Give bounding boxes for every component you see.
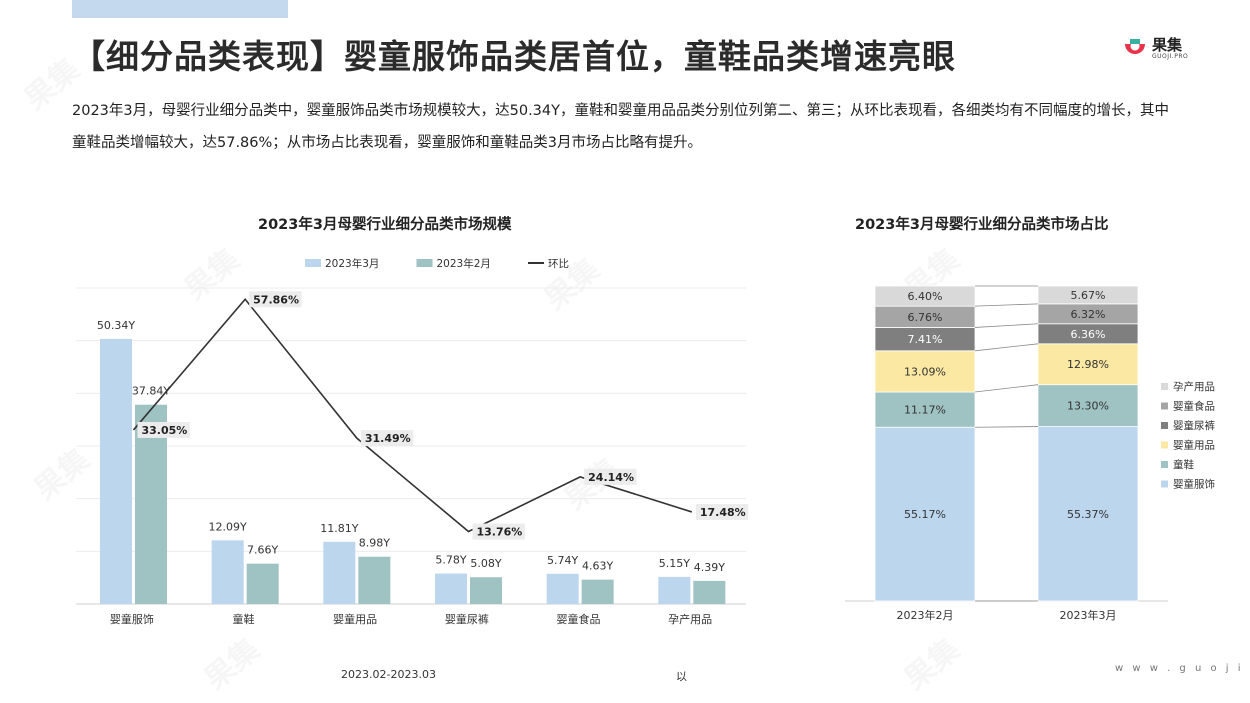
data-label-february: 8.98Y bbox=[359, 537, 390, 550]
growth-label-bg bbox=[472, 523, 525, 540]
legend-label: 2023年2月 bbox=[437, 257, 491, 270]
stack-segment bbox=[1037, 426, 1139, 602]
stack-segment bbox=[1037, 343, 1139, 386]
category-label: 童鞋 bbox=[233, 612, 255, 626]
data-label-february: 7.66Y bbox=[247, 544, 278, 557]
category-label: 婴童食品 bbox=[557, 612, 601, 626]
data-label-february: 5.08Y bbox=[470, 557, 501, 570]
stack-segment bbox=[874, 285, 976, 307]
stack-segment bbox=[874, 350, 976, 393]
growth-label-bg bbox=[137, 421, 190, 438]
bar-march bbox=[100, 338, 132, 604]
segment-label: 6.76% bbox=[908, 311, 943, 324]
growth-label-bg bbox=[695, 503, 749, 520]
data-label-february: 37.84Y bbox=[132, 385, 170, 398]
data-label-february: 4.63Y bbox=[582, 560, 613, 573]
legend-label: 婴童服饰 bbox=[1173, 478, 1215, 491]
data-label-march: 5.78Y bbox=[435, 554, 466, 567]
brand-logo: 果集 GUOJI.PRO bbox=[1122, 34, 1212, 64]
bar-february bbox=[246, 563, 279, 604]
data-label-february: 4.39Y bbox=[694, 561, 725, 574]
legend-label: 2023年3月 bbox=[325, 257, 379, 270]
legend-label: 婴童用品 bbox=[1173, 439, 1215, 452]
footer-period: 2023.02-2023.03 bbox=[341, 668, 436, 681]
legend-label: 婴童尿裤 bbox=[1173, 419, 1215, 432]
category-label: 2023年3月 bbox=[1060, 608, 1117, 622]
top-accent-bar bbox=[72, 0, 288, 18]
growth-label: 17.48% bbox=[700, 506, 746, 519]
stack-connector bbox=[974, 323, 1039, 328]
legend-swatch bbox=[1161, 422, 1168, 429]
growth-label: 33.05% bbox=[142, 424, 188, 437]
logo-subtext: GUOJI.PRO bbox=[1152, 53, 1189, 60]
market-share-chart-title: 2023年3月母婴行业细分品类市场占比 bbox=[855, 217, 1109, 233]
logo-icon bbox=[1125, 39, 1145, 54]
bar-february bbox=[581, 579, 614, 604]
stack-segment bbox=[874, 391, 976, 428]
logo-text: 果集 bbox=[1152, 36, 1183, 54]
category-label: 婴童用品 bbox=[333, 612, 377, 626]
page-title: 【细分品类表现】婴童服饰品类居首位，童鞋品类增速亮眼 bbox=[72, 37, 956, 76]
legend-label: 童鞋 bbox=[1173, 458, 1195, 471]
segment-label: 7.41% bbox=[908, 333, 943, 346]
stack-segment bbox=[1037, 384, 1139, 427]
legend-label: 孕产用品 bbox=[1173, 380, 1215, 393]
stack-segment bbox=[1037, 285, 1139, 305]
legend-swatch bbox=[1161, 461, 1168, 468]
growth-label: 24.14% bbox=[588, 471, 634, 484]
segment-label: 6.32% bbox=[1071, 308, 1106, 321]
growth-label-bg bbox=[584, 468, 637, 485]
segment-label: 13.30% bbox=[1067, 400, 1109, 413]
stack-connector bbox=[974, 384, 1039, 393]
segment-label: 5.67% bbox=[1071, 289, 1106, 302]
category-label: 孕产用品 bbox=[668, 612, 712, 626]
segment-label: 11.17% bbox=[904, 404, 946, 417]
market-size-chart-title: 2023年3月母婴行业细分品类市场规模 bbox=[258, 217, 512, 233]
stack-connector bbox=[974, 303, 1039, 307]
footer-note: 以 bbox=[676, 670, 687, 683]
data-label-march: 5.15Y bbox=[659, 557, 690, 570]
segment-label: 12.98% bbox=[1067, 358, 1109, 371]
bar-march bbox=[546, 573, 579, 604]
data-label-march: 11.81Y bbox=[320, 522, 358, 535]
stack-segment bbox=[874, 426, 976, 602]
bar-march bbox=[211, 540, 244, 604]
growth-label: 57.86% bbox=[253, 293, 299, 306]
data-label-march: 50.34Y bbox=[97, 319, 135, 332]
data-label-march: 5.74Y bbox=[547, 554, 578, 567]
growth-label-bg bbox=[249, 291, 302, 308]
legend-swatch bbox=[305, 259, 321, 267]
segment-label: 55.17% bbox=[904, 508, 946, 521]
data-label-march: 12.09Y bbox=[209, 520, 247, 533]
segment-label: 6.40% bbox=[908, 290, 943, 303]
legend-swatch bbox=[1161, 383, 1168, 390]
segment-label: 55.37% bbox=[1067, 508, 1109, 521]
category-label: 婴童服饰 bbox=[110, 612, 154, 626]
segment-label: 6.36% bbox=[1071, 328, 1106, 341]
bar-march bbox=[323, 541, 356, 604]
legend-swatch bbox=[1161, 441, 1168, 449]
growth-label-bg bbox=[360, 430, 414, 447]
category-label: 2023年2月 bbox=[897, 608, 954, 622]
legend-swatch bbox=[416, 259, 433, 267]
growth-label: 31.49% bbox=[365, 432, 411, 445]
bar-february bbox=[470, 577, 502, 604]
bar-march bbox=[658, 576, 691, 604]
bar-february bbox=[358, 556, 391, 604]
legend-label: 婴童食品 bbox=[1173, 400, 1215, 413]
bar-february bbox=[693, 580, 726, 604]
growth-label: 13.76% bbox=[477, 526, 523, 539]
segment-label: 13.09% bbox=[904, 365, 946, 378]
stack-connector bbox=[974, 343, 1039, 352]
footer-url: w w w . g u o j i . p r o bbox=[1115, 663, 1250, 674]
legend-swatch bbox=[1161, 402, 1168, 410]
stack-connector bbox=[974, 426, 1039, 428]
mom-growth-line bbox=[132, 298, 693, 533]
summary-text: 2023年3月，母婴行业细分品类中，婴童服饰品类市场规模较大，达50.34Y，童… bbox=[72, 103, 1169, 151]
legend-label: 环比 bbox=[548, 257, 569, 270]
category-label: 婴童尿裤 bbox=[445, 612, 489, 626]
bar-march bbox=[435, 573, 467, 604]
legend-swatch bbox=[1161, 480, 1168, 488]
